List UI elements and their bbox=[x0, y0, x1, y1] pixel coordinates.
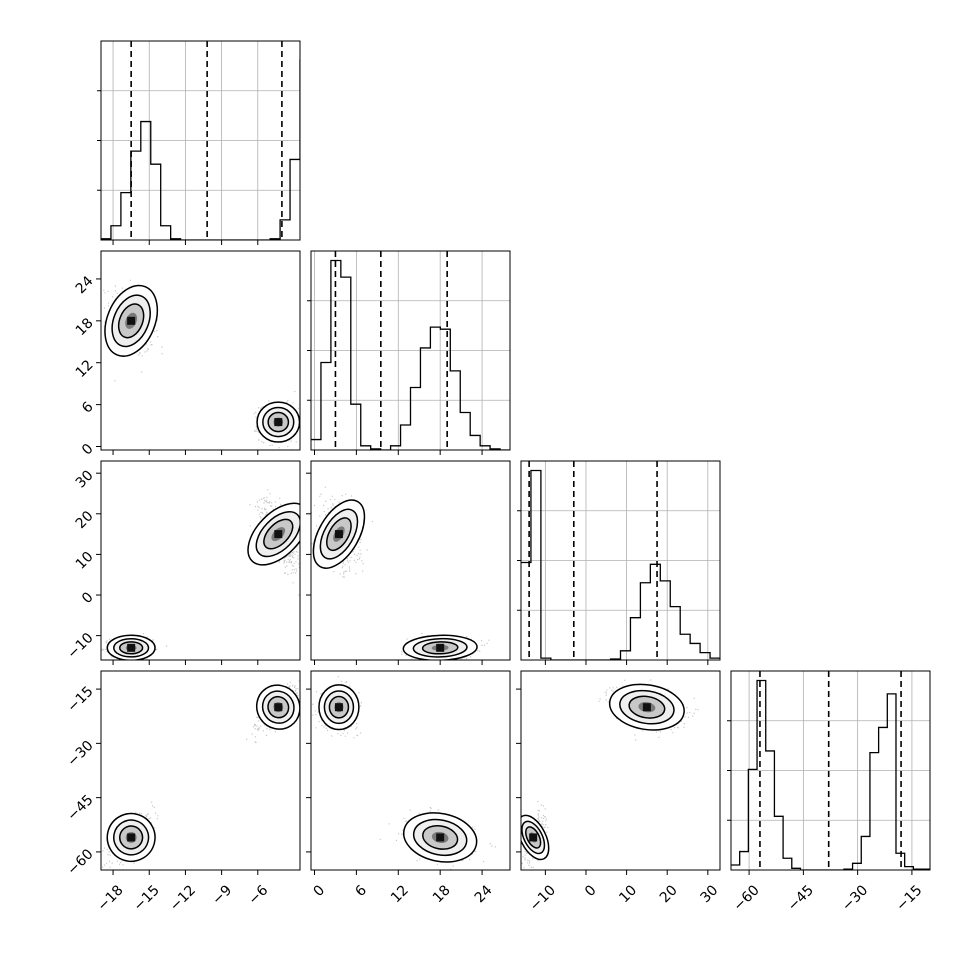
x-tick-label: 20 bbox=[657, 882, 681, 906]
x-tick-label: −18 bbox=[94, 882, 126, 914]
panel-frame bbox=[100, 40, 301, 241]
y-tick-label: 18 bbox=[73, 315, 97, 339]
x-tick-label: 6 bbox=[352, 882, 370, 900]
panel-frame bbox=[100, 670, 301, 871]
panel-3-1: 0 6 12 18 24 bbox=[306, 670, 511, 906]
y-tick-label: −15 bbox=[64, 683, 96, 715]
density-peak bbox=[436, 833, 445, 842]
density-peak bbox=[127, 316, 136, 325]
panel-frame bbox=[310, 250, 511, 451]
panel-frame bbox=[730, 670, 931, 871]
x-tick-label: 18 bbox=[430, 882, 454, 906]
y-tick-label: 12 bbox=[73, 357, 97, 381]
density-peak bbox=[642, 703, 651, 712]
x-tick-label: −10 bbox=[527, 882, 559, 914]
panel-0-0 bbox=[97, 40, 301, 245]
histogram-step bbox=[101, 59, 300, 240]
scatter-points bbox=[102, 680, 300, 868]
y-tick-label: −10 bbox=[64, 630, 96, 662]
panel-3-3: −60 −45 −30 −15 bbox=[727, 670, 931, 915]
x-tick-label: −6 bbox=[245, 882, 271, 908]
panel-frame bbox=[100, 460, 301, 661]
y-tick-label: 30 bbox=[73, 468, 97, 492]
histogram-step bbox=[311, 259, 510, 450]
panel-1-1 bbox=[307, 250, 511, 455]
x-tick-label: 12 bbox=[388, 882, 412, 906]
panel-1-0: 0 6 12 18 24 bbox=[73, 250, 301, 459]
density-peak bbox=[529, 833, 538, 842]
y-tick-label: −60 bbox=[64, 846, 96, 878]
y-tick-label: 0 bbox=[79, 441, 97, 459]
panel-frame bbox=[520, 670, 721, 871]
scatter-points bbox=[103, 279, 300, 450]
histogram-step bbox=[731, 679, 930, 870]
panel-2-0: −10 0 10 20 30 bbox=[64, 460, 301, 665]
y-tick-label: −45 bbox=[64, 792, 96, 824]
panel-frame bbox=[310, 460, 511, 661]
x-tick-label: −60 bbox=[730, 882, 762, 914]
scatter-points bbox=[101, 489, 300, 660]
panel-2-1 bbox=[306, 460, 511, 665]
panel-frame bbox=[100, 250, 301, 451]
panel-frame bbox=[520, 460, 721, 661]
x-tick-label: −12 bbox=[167, 882, 199, 914]
density-peak bbox=[274, 703, 283, 712]
x-tick-label: 30 bbox=[698, 882, 722, 906]
y-tick-label: 10 bbox=[73, 549, 97, 573]
x-tick-label: 0 bbox=[582, 882, 600, 900]
scatter-points bbox=[312, 676, 497, 870]
y-tick-label: 0 bbox=[79, 589, 97, 607]
y-tick-label: 24 bbox=[73, 273, 97, 297]
histogram-step bbox=[521, 469, 720, 660]
y-tick-label: −30 bbox=[64, 738, 96, 770]
x-tick-label: 0 bbox=[310, 882, 328, 900]
density-peak bbox=[274, 418, 283, 427]
panel-3-0: −60−45−30−15−18 −15 −12 −9 −6 bbox=[64, 670, 301, 915]
y-tick-label: 6 bbox=[79, 399, 97, 417]
density-peak bbox=[127, 833, 136, 842]
density-peak bbox=[334, 703, 343, 712]
density-peak bbox=[436, 643, 445, 652]
x-tick-label: −15 bbox=[893, 882, 925, 914]
x-tick-label: −9 bbox=[209, 882, 235, 908]
x-tick-label: −45 bbox=[785, 882, 817, 914]
panel-frame bbox=[310, 670, 511, 871]
x-tick-label: 24 bbox=[472, 882, 496, 906]
density-peak bbox=[127, 643, 136, 652]
x-tick-label: −30 bbox=[839, 882, 871, 914]
density-peak bbox=[274, 530, 283, 539]
panel-2-2 bbox=[517, 460, 721, 665]
x-tick-label: 10 bbox=[616, 882, 640, 906]
x-tick-label: −15 bbox=[131, 882, 163, 914]
scatter-points bbox=[311, 486, 490, 660]
panel-3-2: −10 0 10 20 30 bbox=[516, 670, 722, 915]
density-peak bbox=[334, 530, 343, 539]
y-tick-label: 20 bbox=[73, 508, 97, 532]
scatter-points bbox=[521, 679, 699, 869]
